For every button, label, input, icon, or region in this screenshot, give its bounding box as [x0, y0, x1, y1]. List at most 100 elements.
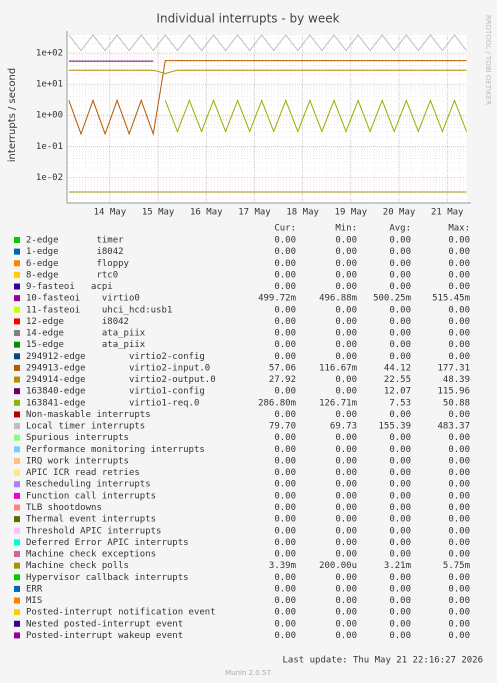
legend-value: 44.12 [384, 363, 411, 373]
legend-label: 6-edge floppy [26, 259, 130, 269]
legend-value: 0.00 [389, 317, 411, 327]
legend-value: 0.00 [389, 468, 411, 478]
legend-swatch [14, 469, 20, 476]
legend-value: 0.00 [448, 352, 470, 362]
legend-swatch [14, 260, 20, 267]
legend-value: 22.55 [384, 375, 411, 385]
legend-value: 0.00 [335, 259, 357, 269]
legend-swatch [14, 341, 20, 348]
legend-value: 0.00 [389, 410, 411, 420]
x-tick-label: 17 May [238, 208, 271, 218]
legend-value: 0.00 [274, 573, 296, 583]
legend-label: Posted-interrupt wakeup event [26, 631, 183, 641]
legend-value: 0.00 [335, 573, 357, 583]
footer: Munin 2.0.57 [225, 669, 271, 677]
legend-value: 0.00 [335, 445, 357, 455]
legend-value: 0.00 [335, 619, 357, 629]
legend-label: 11-fasteoi uhci_hcd:usb1 [26, 305, 172, 315]
legend-value: 0.00 [335, 550, 357, 560]
legend-value: 0.00 [335, 456, 357, 466]
legend-value: 483.37 [437, 422, 470, 432]
legend-value: 515.45m [432, 294, 470, 304]
legend-label: APIC ICR read retries [26, 468, 140, 478]
legend-value: 0.00 [274, 445, 296, 455]
legend-swatch [14, 457, 20, 464]
legend-value: 0.00 [448, 259, 470, 269]
legend-swatch [14, 353, 20, 360]
legend-value: 0.00 [274, 236, 296, 246]
legend-value: 0.00 [448, 526, 470, 536]
legend-swatch [14, 597, 20, 604]
legend-value: 0.00 [389, 480, 411, 490]
legend-swatch [14, 585, 20, 592]
legend-value: 0.00 [335, 305, 357, 315]
legend-value: 0.00 [389, 619, 411, 629]
legend-value: 0.00 [448, 433, 470, 443]
y-tick-label: 1e-02 [36, 173, 63, 183]
x-tick-label: 15 May [142, 208, 175, 218]
legend-swatch [14, 376, 20, 383]
legend-value: 0.00 [274, 491, 296, 501]
legend-value: 0.00 [335, 340, 357, 350]
legend-value: 0.00 [448, 538, 470, 548]
legend-label: 8-edge rtc0 [26, 270, 118, 280]
legend-label: 1-edge i8042 [26, 247, 124, 257]
plot-area [67, 35, 467, 203]
legend-swatch [14, 399, 20, 406]
x-tick-label: 14 May [94, 208, 127, 218]
legend-value: 0.00 [335, 608, 357, 618]
legend-swatch [14, 364, 20, 371]
legend-value: 0.00 [448, 305, 470, 315]
legend-swatch [14, 434, 20, 441]
legend-value: 50.88 [443, 398, 470, 408]
legend-value: 0.00 [274, 584, 296, 594]
legend-value: 0.00 [335, 503, 357, 513]
legend-label: 294912-edge virtio2-config [26, 352, 205, 362]
legend-value: 0.00 [448, 340, 470, 350]
legend-value: 0.00 [335, 329, 357, 339]
x-tick-label: 21 May [431, 208, 464, 218]
legend-value: 0.00 [274, 468, 296, 478]
legend-value: 0.00 [274, 433, 296, 443]
legend-value: 0.00 [274, 259, 296, 269]
column-header: Max: [448, 224, 470, 234]
legend-swatch [14, 516, 20, 523]
legend-swatch [14, 609, 20, 616]
legend-value: 0.00 [274, 596, 296, 606]
legend-swatch [14, 620, 20, 627]
legend-swatch [14, 423, 20, 430]
x-tick-label: 18 May [286, 208, 319, 218]
legend-value: 0.00 [274, 317, 296, 327]
legend-value: 126.71m [319, 398, 357, 408]
legend-value: 0.00 [335, 468, 357, 478]
y-tick-label: 1e-01 [36, 142, 63, 152]
legend-swatch [14, 481, 20, 488]
legend-label: 9-fasteoi acpi [26, 282, 113, 292]
series-line [164, 99, 467, 133]
legend-value: 0.00 [448, 236, 470, 246]
legend-swatch [14, 527, 20, 534]
legend-value: 0.00 [448, 270, 470, 280]
legend-value: 0.00 [448, 573, 470, 583]
x-tick-label: 16 May [190, 208, 223, 218]
legend-label: 14-edge ata_piix [26, 329, 146, 339]
legend-value: 0.00 [335, 387, 357, 397]
legend-value: 7.53 [389, 398, 411, 408]
legend-value: 0.00 [274, 247, 296, 257]
legend-value: 286.80m [258, 398, 296, 408]
legend-value: 0.00 [389, 433, 411, 443]
column-header: Cur: [274, 224, 296, 234]
legend-value: 0.00 [335, 515, 357, 525]
legend-value: 0.00 [389, 282, 411, 292]
legend-value: 0.00 [389, 631, 411, 641]
legend-label: 10-fasteoi virtio0 [26, 294, 140, 304]
legend-label: Deferred Error APIC interrupts [26, 538, 189, 548]
legend-value: 0.00 [274, 550, 296, 560]
column-header: Min: [335, 224, 357, 234]
legend-value: 0.00 [274, 305, 296, 315]
legend-value: 0.00 [448, 596, 470, 606]
legend-value: 0.00 [389, 515, 411, 525]
legend-label: 294914-edge virtio2-output.0 [26, 375, 216, 385]
legend-value: 0.00 [274, 340, 296, 350]
